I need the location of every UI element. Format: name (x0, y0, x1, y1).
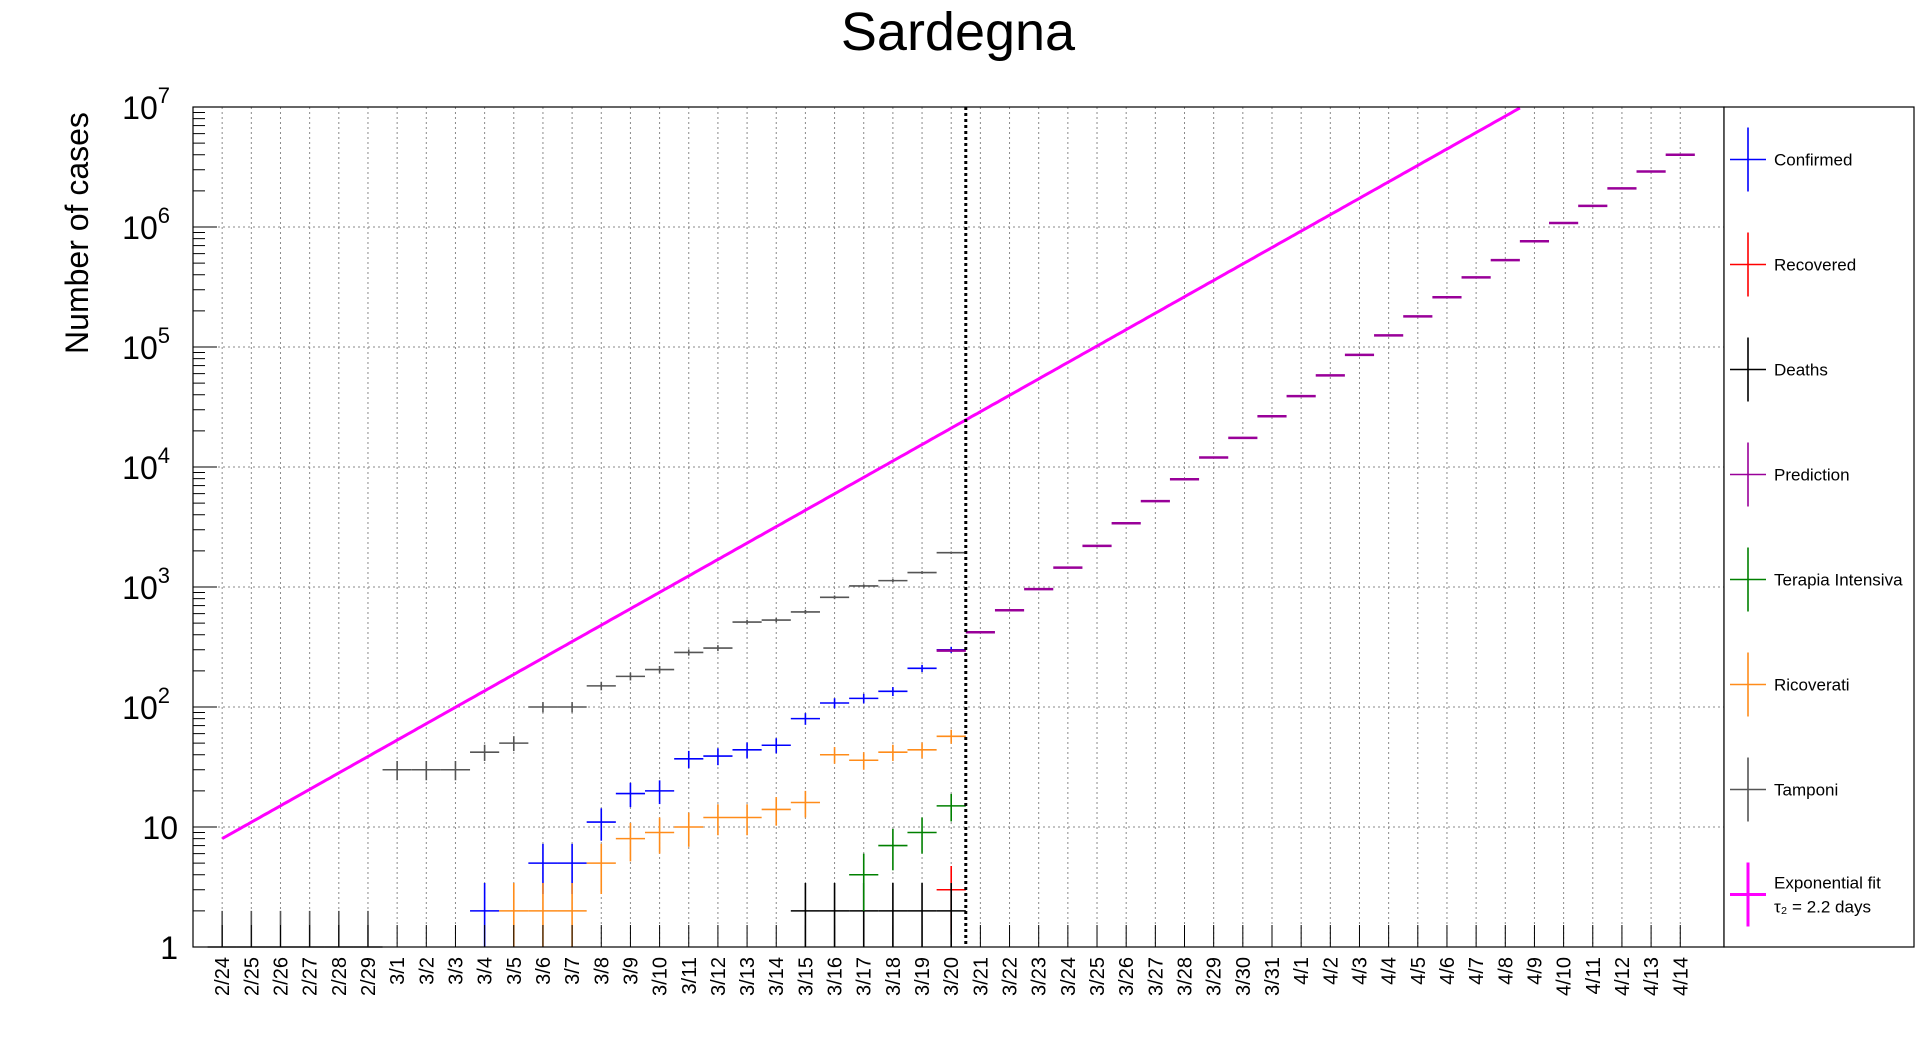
x-tick-label: 3/30 (1233, 957, 1255, 996)
legend-item: Exponential fit τ₂ = 2.2 days (1730, 862, 1881, 927)
x-tick-label: 3/15 (795, 957, 817, 996)
x-tick-label: 3/29 (1204, 957, 1226, 996)
x-tick-label: 4/1 (1291, 957, 1313, 985)
plot-frame (192, 106, 1725, 948)
x-tick-label: 3/13 (737, 957, 759, 996)
x-tick-label: 3/11 (679, 957, 701, 994)
x-tick-label: 3/24 (1058, 957, 1080, 996)
x-tick-label: 3/27 (1145, 957, 1167, 996)
legend-sublabel: τ₂ = 2.2 days (1774, 898, 1871, 917)
x-tick-label: 3/5 (504, 957, 526, 985)
legend-item: Ricoverati (1730, 652, 1850, 717)
x-tick-label: 3/16 (825, 957, 847, 996)
x-tick-label: 2/27 (300, 957, 322, 996)
x-tick-label: 3/1 (387, 957, 409, 985)
y-tick-label: 102 (122, 683, 170, 726)
series-terapia-intensiva (849, 793, 966, 911)
x-tick-label: 4/11 (1583, 957, 1605, 994)
x-tick-label: 3/28 (1175, 957, 1197, 996)
legend-box (1723, 106, 1915, 948)
x-tick-label: 3/10 (650, 957, 672, 996)
legend-label: Tamponi (1774, 781, 1838, 800)
legend-label: Exponential fit (1774, 874, 1881, 893)
x-tick-label: 3/18 (883, 957, 905, 996)
axes-layer: 1 10 102 103 104 105 106 107 2/24 2/25 2/26 2/27 2/2… (122, 83, 1725, 996)
x-tick-label: 3/26 (1116, 957, 1138, 996)
x-tick-label: 2/29 (358, 957, 380, 996)
x-tick-label: 4/5 (1408, 957, 1430, 985)
y-tick-label: 104 (122, 443, 170, 486)
legend: Confirmed Recovered Deaths Prediction Terapi… (1723, 106, 1915, 948)
x-tick-label: 3/3 (445, 957, 467, 985)
chart-title: Sardegna (841, 2, 1076, 62)
x-tick-label: 3/22 (1000, 957, 1022, 996)
series-tamponi (207, 551, 966, 948)
x-tick-label: 4/3 (1349, 957, 1371, 985)
x-tick-label: 4/14 (1670, 957, 1692, 996)
legend-label: Ricoverati (1774, 676, 1850, 695)
x-tick-label: 4/7 (1466, 957, 1488, 985)
legend-label: Recovered (1774, 256, 1856, 275)
legend-item: Tamponi (1730, 757, 1838, 822)
x-tick-label: 3/7 (562, 957, 584, 985)
x-tick-label: 3/12 (708, 957, 730, 996)
x-tick-label: 4/12 (1612, 957, 1634, 996)
x-tick-label: 3/4 (475, 957, 497, 985)
x-tick-label: 3/9 (620, 957, 642, 985)
series-ricoverati (499, 729, 966, 947)
y-tick-label: 106 (122, 203, 170, 246)
legend-item: Prediction (1730, 442, 1850, 507)
y-axis-label: Number of cases (59, 112, 95, 354)
legend-item: Confirmed (1730, 127, 1852, 192)
x-tick-label: 3/19 (912, 957, 934, 996)
legend-label: Prediction (1774, 466, 1850, 485)
fit-layer (221, 106, 1521, 840)
x-tick-label: 3/17 (854, 957, 876, 996)
x-tick-label: 2/24 (212, 957, 234, 996)
x-tick-label: 3/2 (416, 957, 438, 985)
x-tick-label: 4/8 (1495, 957, 1517, 985)
x-tick-label: 4/4 (1379, 957, 1401, 985)
x-tick-label: 4/13 (1641, 957, 1663, 996)
x-tick-label: 2/26 (270, 957, 292, 996)
x-tick-label: 2/25 (241, 957, 263, 996)
legend-item: Deaths (1730, 337, 1828, 402)
x-tick-label: 3/23 (1029, 957, 1051, 996)
y-tick-label: 10 (142, 810, 178, 846)
x-tick-label: 4/10 (1554, 957, 1576, 996)
x-tick-label: 3/20 (941, 957, 963, 996)
series-confirmed (470, 646, 966, 947)
legend-label: Confirmed (1774, 151, 1852, 170)
fit-curve (221, 106, 1521, 840)
x-tick-label: 2/28 (329, 957, 351, 996)
legend-label: Deaths (1774, 361, 1828, 380)
x-tick-label: 3/6 (533, 957, 555, 985)
legend-item: Terapia Intensiva (1730, 547, 1903, 612)
y-tick-label: 1 (160, 930, 178, 966)
y-tick-label: 105 (122, 323, 170, 366)
x-tick-label: 3/14 (766, 957, 788, 996)
x-tick-label: 3/8 (591, 957, 613, 985)
legend-item: Recovered (1730, 232, 1856, 297)
x-tick-label: 3/21 (970, 957, 992, 996)
grid-layer (193, 106, 1724, 948)
series-deaths (790, 883, 966, 947)
series-prediction (936, 153, 1695, 652)
y-tick-label: 103 (122, 563, 170, 606)
x-tick-label: 4/2 (1320, 957, 1342, 985)
x-tick-label: 3/31 (1262, 957, 1284, 996)
y-tick-label: 107 (122, 83, 170, 126)
x-tick-label: 4/9 (1524, 957, 1546, 985)
x-tick-label: 3/25 (1087, 957, 1109, 996)
x-tick-label: 4/6 (1437, 957, 1459, 985)
legend-label: Terapia Intensiva (1774, 571, 1903, 590)
